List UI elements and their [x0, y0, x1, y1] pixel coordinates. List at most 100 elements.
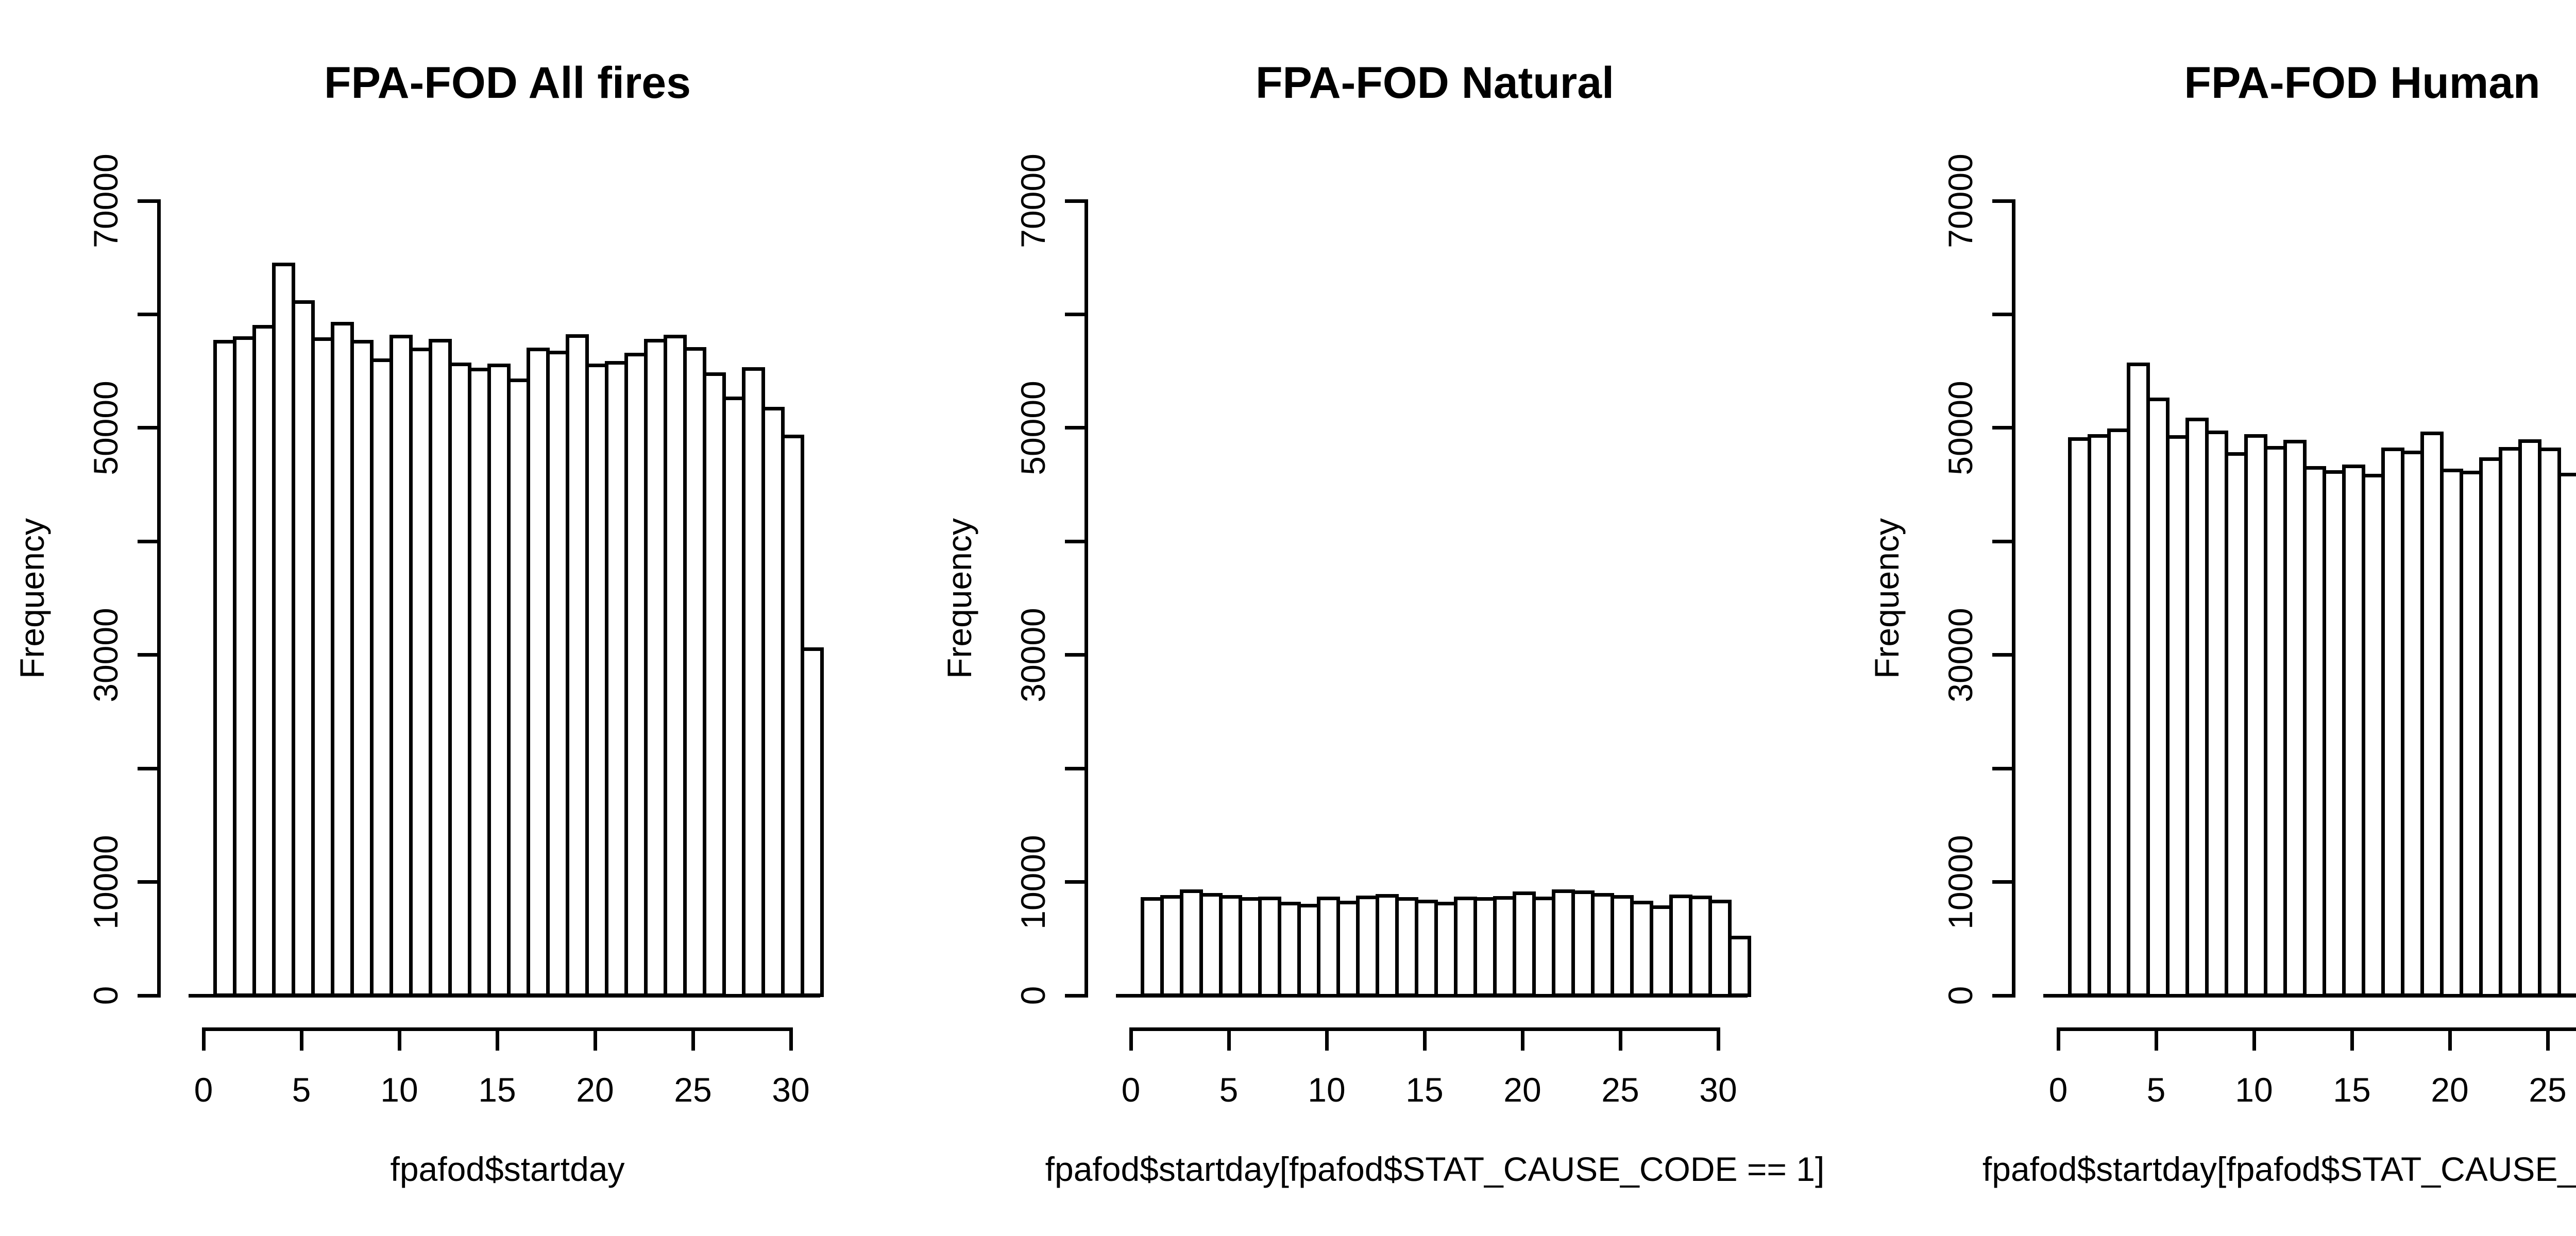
x-tick-mark: [1618, 1027, 1622, 1051]
y-tick-mark: [138, 312, 157, 316]
x-tick-label: 30: [772, 1071, 810, 1109]
histogram-bar: [1728, 936, 1751, 998]
x-axis-title: fpafod$startday[fpafod$STAT_CAUSE_CODE >…: [1982, 1150, 2576, 1188]
x-tick-mark: [2252, 1027, 2256, 1051]
y-axis-line: [157, 199, 161, 998]
y-tick-mark: [138, 993, 157, 998]
histogram-panel-natural: FPA-FOD Natural Frequency fpafod$startda…: [927, 0, 1855, 1236]
panel-title: FPA-FOD Human: [2184, 58, 2540, 108]
y-tick-mark: [1065, 199, 1084, 203]
y-tick-label: 70000: [1941, 153, 1979, 248]
y-tick-mark: [1992, 199, 2012, 203]
histogram-bar: [350, 339, 374, 998]
panel-title: FPA-FOD All fires: [324, 58, 691, 108]
y-tick-mark: [138, 766, 157, 770]
x-tick-mark: [1520, 1027, 1524, 1051]
y-tick-label: 50000: [1014, 381, 1052, 475]
x-tick-label: 5: [292, 1071, 311, 1109]
x-tick-label: 15: [2333, 1071, 2371, 1109]
histogram-bar: [409, 348, 432, 998]
y-tick-mark: [1065, 766, 1084, 770]
y-tick-label: 0: [87, 986, 125, 1005]
panel-title: FPA-FOD Natural: [1256, 58, 1614, 108]
y-tick-label: 0: [1941, 986, 1979, 1005]
y-tick-mark: [1992, 653, 2012, 657]
y-tick-mark: [1065, 880, 1084, 884]
y-tick-label: 50000: [1941, 381, 1979, 475]
x-tick-mark: [2056, 1027, 2060, 1051]
x-tick-mark: [1325, 1027, 1329, 1051]
x-tick-label: 15: [478, 1071, 516, 1109]
y-tick-label: 10000: [1941, 834, 1979, 930]
histogram-bar: [1513, 891, 1536, 998]
x-tick-mark: [2448, 1027, 2452, 1051]
y-tick-mark: [1992, 312, 2012, 316]
y-axis-line: [2012, 199, 2015, 998]
y-tick-mark: [1065, 426, 1084, 430]
y-tick-mark: [138, 653, 157, 657]
x-tick-mark: [691, 1027, 695, 1051]
x-tick-mark: [397, 1027, 401, 1051]
histogram-bar: [1297, 904, 1320, 998]
y-tick-label: 10000: [1014, 834, 1052, 930]
x-tick-mark: [789, 1027, 793, 1051]
y-tick-mark: [138, 426, 157, 430]
x-tick-mark: [593, 1027, 597, 1051]
y-tick-mark: [1992, 880, 2012, 884]
histogram-bar: [2381, 448, 2404, 998]
histogram-bar: [801, 647, 824, 998]
x-axis-title: fpafod$startday[fpafod$STAT_CAUSE_CODE =…: [1045, 1150, 1825, 1188]
y-tick-mark: [138, 880, 157, 884]
x-tick-label: 0: [194, 1071, 213, 1109]
x-tick-mark: [495, 1027, 499, 1051]
y-tick-mark: [138, 539, 157, 543]
histogram-panel-human: FPA-FOD Human Frequency fpafod$startday[…: [1855, 0, 2576, 1236]
x-tick-label: 15: [1405, 1071, 1444, 1109]
histogram-panel-all-fires: FPA-FOD All fires Frequency fpafod$start…: [0, 0, 927, 1236]
y-tick-mark: [1992, 539, 2012, 543]
x-tick-label: 10: [380, 1071, 418, 1109]
y-tick-mark: [1992, 426, 2012, 430]
x-tick-label: 20: [2431, 1071, 2469, 1109]
x-tick-label: 5: [1219, 1071, 1239, 1109]
histogram-bar: [1473, 897, 1497, 998]
y-tick-label: 70000: [1014, 153, 1052, 248]
histogram-bar: [2088, 434, 2111, 998]
y-tick-mark: [138, 199, 157, 203]
y-tick-label: 30000: [87, 607, 125, 702]
y-tick-mark: [1065, 312, 1084, 316]
x-tick-mark: [1227, 1027, 1231, 1051]
histogram-bar: [2557, 472, 2576, 998]
y-tick-mark: [1992, 993, 2012, 998]
x-tick-label: 0: [2048, 1071, 2068, 1109]
x-tick-label: 25: [674, 1071, 712, 1109]
y-tick-mark: [1065, 993, 1084, 998]
x-axis-line: [2056, 1027, 2576, 1031]
y-tick-label: 70000: [87, 153, 125, 248]
y-tick-label: 30000: [1941, 607, 1979, 702]
x-tick-mark: [1716, 1027, 1720, 1051]
x-tick-label: 25: [1601, 1071, 1639, 1109]
y-axis-title: Frequency: [1868, 518, 1906, 679]
x-tick-label: 20: [576, 1071, 614, 1109]
x-axis-title: fpafod$startday: [390, 1150, 625, 1188]
x-tick-label: 5: [2146, 1071, 2166, 1109]
histogram-bar: [1239, 897, 1262, 998]
x-tick-mark: [201, 1027, 206, 1051]
histogram-bar: [2342, 465, 2365, 998]
x-tick-mark: [1422, 1027, 1427, 1051]
x-tick-mark: [299, 1027, 303, 1051]
x-tick-label: 30: [1699, 1071, 1737, 1109]
x-tick-label: 20: [1503, 1071, 1541, 1109]
y-axis-line: [1084, 199, 1088, 998]
x-tick-mark: [1129, 1027, 1133, 1051]
histogram-bar: [683, 347, 706, 998]
y-tick-label: 0: [1014, 986, 1052, 1005]
y-axis-title: Frequency: [940, 518, 978, 679]
histogram-bar: [742, 367, 765, 998]
y-tick-label: 30000: [1014, 607, 1052, 702]
x-tick-mark: [2154, 1027, 2158, 1051]
y-tick-mark: [1065, 539, 1084, 543]
x-tick-label: 10: [1308, 1071, 1346, 1109]
